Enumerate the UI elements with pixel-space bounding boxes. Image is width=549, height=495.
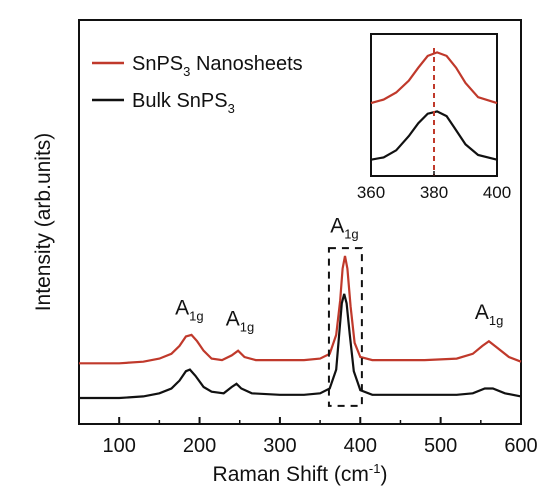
x-tick-label: 200 xyxy=(183,435,216,457)
x-tick-label: 100 xyxy=(102,435,135,457)
inset-x-ticks: 360 380 400 xyxy=(357,171,511,202)
inset-plot: 360 380 400 xyxy=(357,33,511,202)
peak-label-2: A1g xyxy=(226,307,254,334)
x-tick-label: 500 xyxy=(424,435,457,457)
series-line-nanosheets xyxy=(79,255,522,365)
legend-label-bulk-sub: 3 xyxy=(228,101,235,116)
legend-label-bulk-name: Bulk SnPS xyxy=(132,90,228,112)
inset-tick-label: 380 xyxy=(420,183,448,202)
legend-label-bulk: Bulk SnPS3 xyxy=(132,90,235,116)
legend-label-nanosheets: SnPS3 Nanosheets xyxy=(132,53,303,79)
y-axis-label: Intensity (arb.units) xyxy=(32,133,55,312)
x-axis-label: Raman Shift (cm-1) xyxy=(213,461,388,486)
inset-tick-label: 400 xyxy=(483,183,511,202)
peak-highlight-box xyxy=(327,247,363,407)
series-line-bulk xyxy=(79,293,522,400)
inset-tick-label: 360 xyxy=(357,183,385,202)
peak-label-1: A1g xyxy=(175,296,203,323)
legend: SnPS3 Nanosheets Bulk SnPS3 xyxy=(92,53,303,116)
x-axis-label-main: Raman Shift (cm xyxy=(213,463,369,486)
peak-label-3: A1g xyxy=(330,214,358,241)
x-tick-label: 400 xyxy=(344,435,377,457)
inset-line-nanosheets xyxy=(370,51,498,105)
x-tick-label: 600 xyxy=(504,435,537,457)
legend-label-nanosheets-sub: 3 xyxy=(183,64,190,79)
peak-annotations: A1g A1g A1g A1g xyxy=(175,214,503,334)
plot-frame xyxy=(78,19,522,425)
x-axis-label-sup: -1 xyxy=(369,461,381,476)
legend-label-nanosheets-tail: Nanosheets xyxy=(190,53,302,75)
legend-label-nanosheets-name: SnPS xyxy=(132,53,183,75)
x-tick-label: 300 xyxy=(263,435,296,457)
x-axis-label-tail: ) xyxy=(380,463,387,486)
inset-line-bulk xyxy=(370,110,498,161)
x-axis-ticks: 100 200 300 400 500 600 xyxy=(78,417,538,457)
peak-label-4: A1g xyxy=(475,301,503,328)
